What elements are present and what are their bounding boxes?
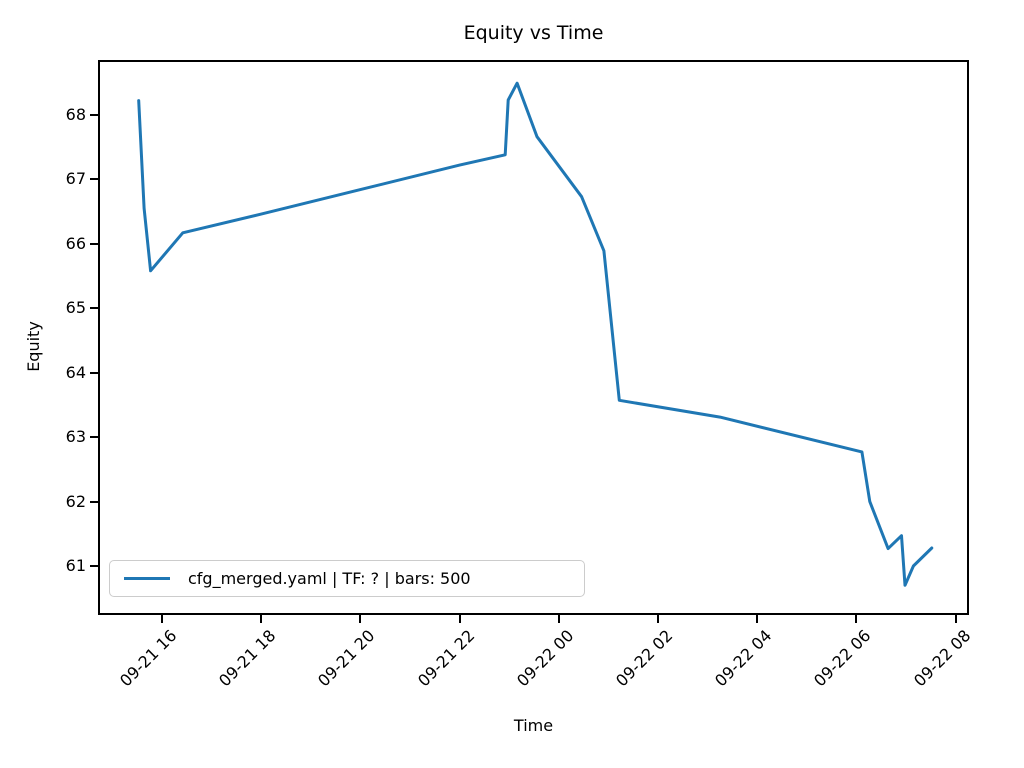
x-axis-label: Time [513, 716, 554, 735]
y-tick-mark [90, 436, 98, 439]
y-tick-mark [90, 307, 98, 310]
y-tick-label: 65 [65, 298, 86, 318]
x-tick-mark [656, 615, 659, 623]
legend-label: cfg_merged.yaml | TF: ? | bars: 500 [188, 569, 471, 588]
equity-line [137, 81, 934, 587]
x-tick-mark [359, 615, 362, 623]
y-tick-mark [90, 178, 98, 181]
x-tick-mark [954, 615, 957, 623]
plot-area [98, 60, 969, 615]
y-tick-mark [90, 565, 98, 567]
y-tick-mark [90, 242, 98, 245]
y-tick-label: 64 [65, 362, 86, 382]
x-tick-mark [756, 615, 759, 623]
y-tick-label: 62 [65, 491, 86, 511]
x-tick-mark [160, 615, 163, 623]
y-tick-label: 61 [65, 556, 86, 575]
y-axis-label: Equity [23, 321, 43, 372]
x-tick-mark [458, 615, 461, 623]
y-tick-mark [90, 371, 98, 374]
legend-line-swatch [124, 577, 170, 580]
y-tick-label: 66 [65, 233, 86, 253]
y-tick-label: 68 [65, 104, 86, 124]
legend: cfg_merged.yaml | TF: ? | bars: 500 [109, 560, 585, 597]
y-tick-label: 63 [65, 427, 86, 447]
y-tick-mark [90, 113, 98, 116]
y-tick-mark [90, 500, 98, 503]
x-tick-mark [855, 615, 858, 623]
y-tick-label: 67 [65, 169, 86, 189]
chart-title: Equity vs Time [463, 22, 604, 44]
x-tick-mark [557, 615, 560, 623]
x-tick-mark [260, 615, 263, 623]
